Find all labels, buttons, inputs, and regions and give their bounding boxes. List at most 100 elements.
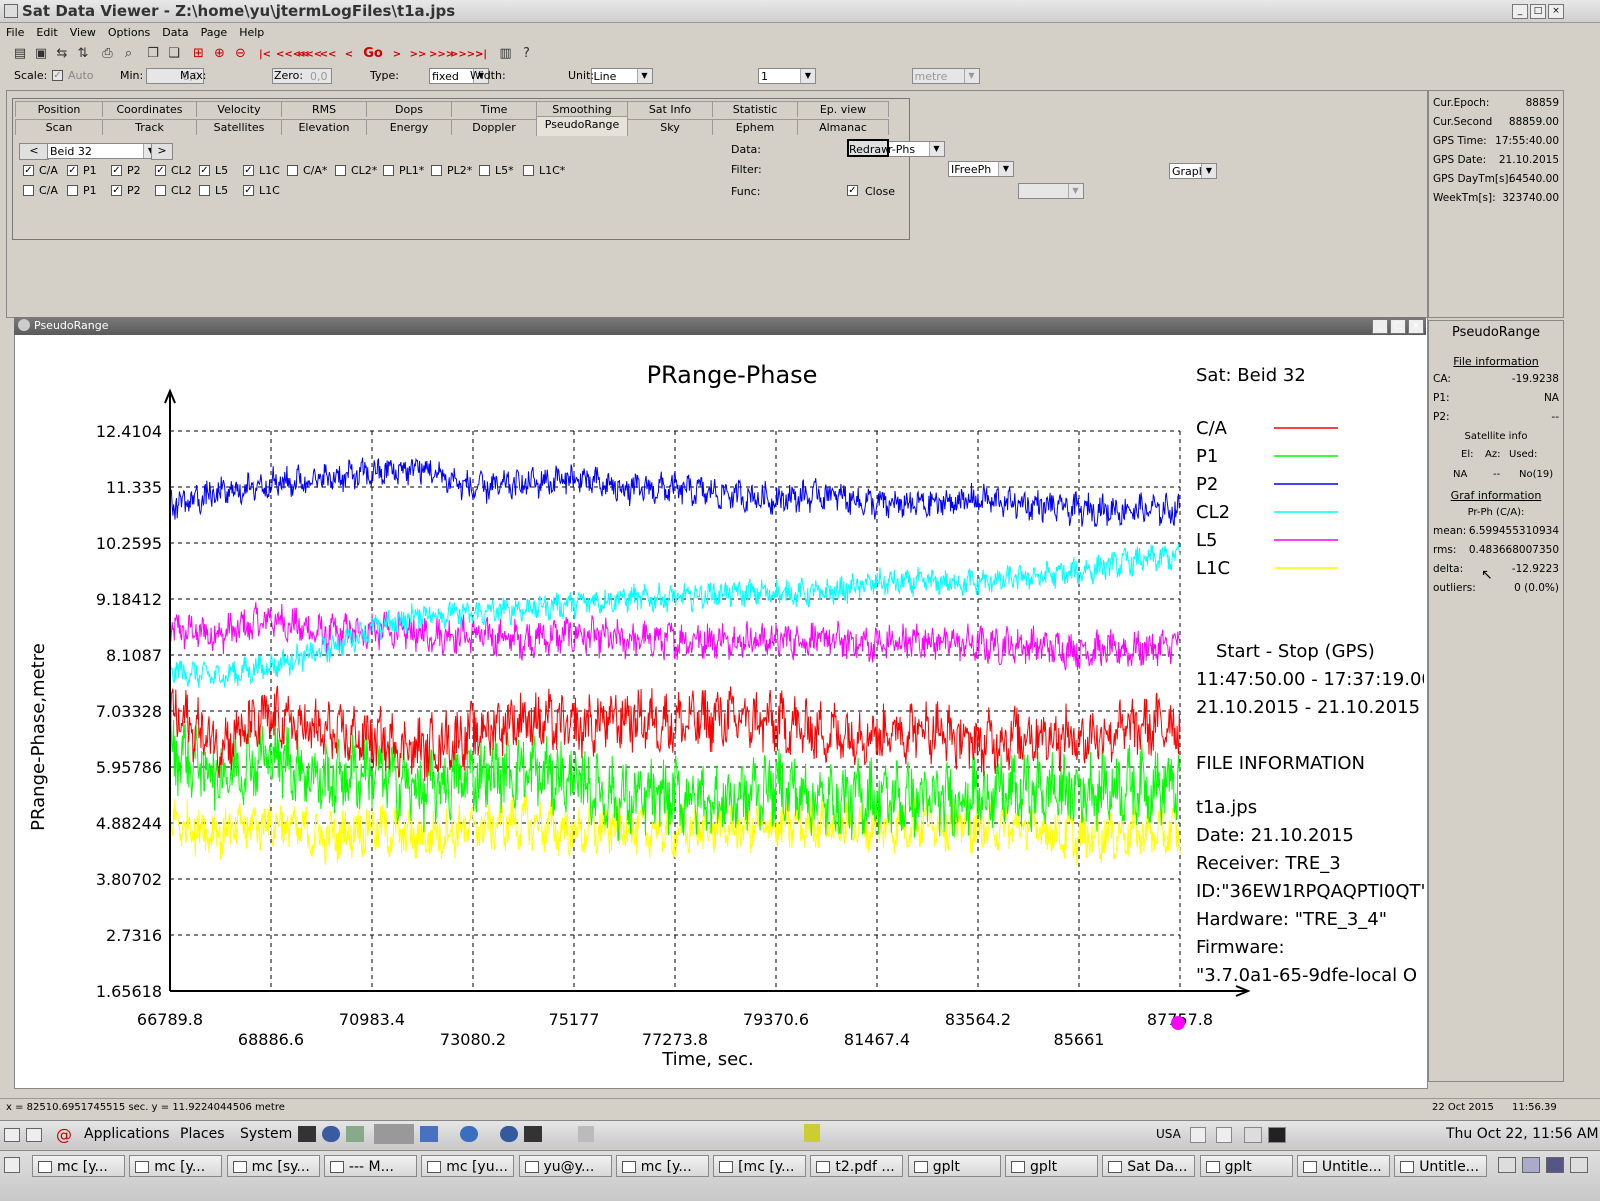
checkbox-row1-11[interactable] [523, 165, 534, 176]
trash-icon[interactable] [26, 1128, 42, 1142]
zoom-in-icon[interactable]: ⊕ [214, 46, 225, 61]
tab-position[interactable]: Position [15, 101, 103, 117]
app-icon-d[interactable] [578, 1126, 594, 1142]
plot-close-icon[interactable]: × [1408, 319, 1424, 334]
menu-data[interactable]: Data [162, 26, 189, 39]
checkbox-row1-5[interactable]: ✓ [243, 165, 254, 176]
workspace-1-icon[interactable] [1498, 1157, 1516, 1173]
menu-file[interactable]: File [6, 26, 25, 39]
chart[interactable]: 66789.8 68886.6 70983.4 73080.2 75177 77273.8… [16, 337, 1424, 1085]
tab-smoothing[interactable]: Smoothing [536, 101, 628, 117]
zoom-out-icon[interactable]: ⊖ [235, 46, 246, 61]
cursor-marker[interactable] [1171, 1016, 1185, 1030]
import-icon[interactable]: ⇅ [77, 46, 89, 61]
tab-satellites[interactable]: Satellites [196, 119, 282, 135]
plot-window-icon[interactable] [18, 319, 30, 331]
go-button[interactable]: Go [363, 46, 383, 61]
applications-menu[interactable]: Applications [84, 1126, 170, 1142]
show-desktop-icon[interactable] [4, 1128, 20, 1142]
filter-select[interactable]: IFreePh ▼ [948, 161, 1014, 177]
checkbox-row2-4[interactable] [199, 185, 210, 196]
app-icon-c[interactable] [524, 1126, 542, 1142]
task-button[interactable]: mc [y... [615, 1155, 709, 1177]
nav-button-0[interactable]: |< [258, 49, 272, 60]
redraw-button[interactable]: Redraw [847, 139, 890, 157]
tab-time[interactable]: Time [451, 101, 537, 117]
export-icon[interactable]: ⇆ [56, 46, 68, 61]
menu-page[interactable]: Page [200, 26, 228, 39]
tab-elevation[interactable]: Elevation [281, 119, 367, 135]
graph-select[interactable]: Graph ▼ [1169, 163, 1217, 179]
close-icon[interactable]: × [1548, 4, 1564, 19]
task-button[interactable]: t2.pdf ... [810, 1155, 904, 1177]
nav-button-1[interactable]: <<<< [276, 49, 310, 60]
task-button[interactable]: [mc [y... [713, 1155, 807, 1177]
task-button[interactable]: Untitle... [1394, 1155, 1488, 1177]
tab-sat-info[interactable]: Sat Info [627, 101, 713, 117]
tab-rms[interactable]: RMS [281, 101, 367, 117]
tab-almanac[interactable]: Almanac [797, 119, 889, 135]
tab-ep-view[interactable]: Ep. view [797, 101, 889, 117]
tab-scan[interactable]: Scan [15, 119, 103, 135]
window-list-icon[interactable] [1216, 1127, 1232, 1143]
checkbox-row1-2[interactable]: ✓ [111, 165, 122, 176]
max-input[interactable]: 0,0 [271, 68, 332, 84]
nav-button-2[interactable]: <<< [297, 49, 323, 60]
app-icon-b[interactable] [500, 1126, 518, 1142]
nav-button-7[interactable]: >>> [429, 49, 455, 60]
display-icon[interactable] [1244, 1127, 1262, 1143]
clock[interactable]: Thu Oct 22, 11:56 AM [1446, 1126, 1599, 1142]
nav-button-4[interactable]: < [344, 49, 354, 60]
help-icon[interactable]: ? [523, 46, 530, 61]
checkbox-row2-1[interactable] [67, 185, 78, 196]
tab-velocity[interactable]: Velocity [196, 101, 282, 117]
folder-icon[interactable]: ▣ [34, 46, 48, 61]
tab-dops[interactable]: Dops [366, 101, 452, 117]
tab-coordinates[interactable]: Coordinates [102, 101, 197, 117]
terminal-icon[interactable] [298, 1126, 316, 1142]
keyboard-locale[interactable]: USA [1156, 1127, 1181, 1141]
func-select[interactable]: ▼ [1017, 183, 1084, 199]
open-icon[interactable]: ▤ [13, 46, 27, 61]
checkbox-row1-10[interactable] [479, 165, 490, 176]
nav-button-5[interactable]: > [392, 49, 402, 60]
workspace-3-icon[interactable] [1546, 1157, 1564, 1173]
checkbox-row1-0[interactable]: ✓ [23, 165, 34, 176]
checkbox-row1-7[interactable] [335, 165, 346, 176]
cascade-icon[interactable]: ❐ [147, 46, 159, 61]
data-select[interactable]: Pr-Phs ▼ [878, 141, 945, 157]
task-button[interactable]: Sat Da... [1102, 1155, 1196, 1177]
auto-checkbox[interactable]: ✓ [52, 70, 63, 81]
task-button[interactable]: mc [y... [129, 1155, 223, 1177]
tab-ephem[interactable]: Ephem [712, 119, 798, 135]
app-icon-a[interactable] [420, 1126, 438, 1142]
grid-icon[interactable]: ⊞ [193, 46, 204, 61]
workspace-4-icon[interactable] [1570, 1157, 1588, 1173]
checkbox-row2-3[interactable] [155, 185, 166, 196]
nav-button-8[interactable]: >>>> [450, 49, 484, 60]
workspace-icon[interactable] [374, 1124, 414, 1144]
minimize-icon[interactable]: _ [1512, 4, 1528, 19]
checkbox-row1-1[interactable]: ✓ [67, 165, 78, 176]
task-button[interactable]: mc [y... [32, 1155, 125, 1177]
prev-sat-button[interactable]: < [19, 143, 49, 160]
tab-pseudorange[interactable]: PseudoRange [536, 116, 628, 136]
checkbox-row2-0[interactable] [23, 185, 34, 196]
task-button[interactable]: gplt [1005, 1155, 1098, 1177]
plot-minimize-icon[interactable]: _ [1372, 319, 1388, 334]
min-input[interactable]: 0,0 [146, 68, 204, 84]
unit-select[interactable]: metre ▼ [911, 68, 980, 84]
menu-edit[interactable]: Edit [36, 26, 58, 39]
task-button[interactable]: gplt [907, 1155, 1001, 1177]
tab-doppler[interactable]: Doppler [451, 119, 537, 135]
checkbox-row1-9[interactable] [431, 165, 442, 176]
menu-help[interactable]: Help [239, 26, 265, 39]
plot-maximize-icon[interactable]: □ [1390, 319, 1406, 334]
task-button[interactable]: gplt [1199, 1155, 1293, 1177]
browser-icon[interactable] [322, 1126, 340, 1142]
print-icon[interactable]: ⎙ [102, 46, 113, 61]
menu-options[interactable]: Options [107, 26, 151, 39]
checkbox-row2-5[interactable]: ✓ [243, 185, 254, 196]
tab-track[interactable]: Track [102, 119, 197, 135]
places-menu[interactable]: Places [180, 1126, 225, 1142]
